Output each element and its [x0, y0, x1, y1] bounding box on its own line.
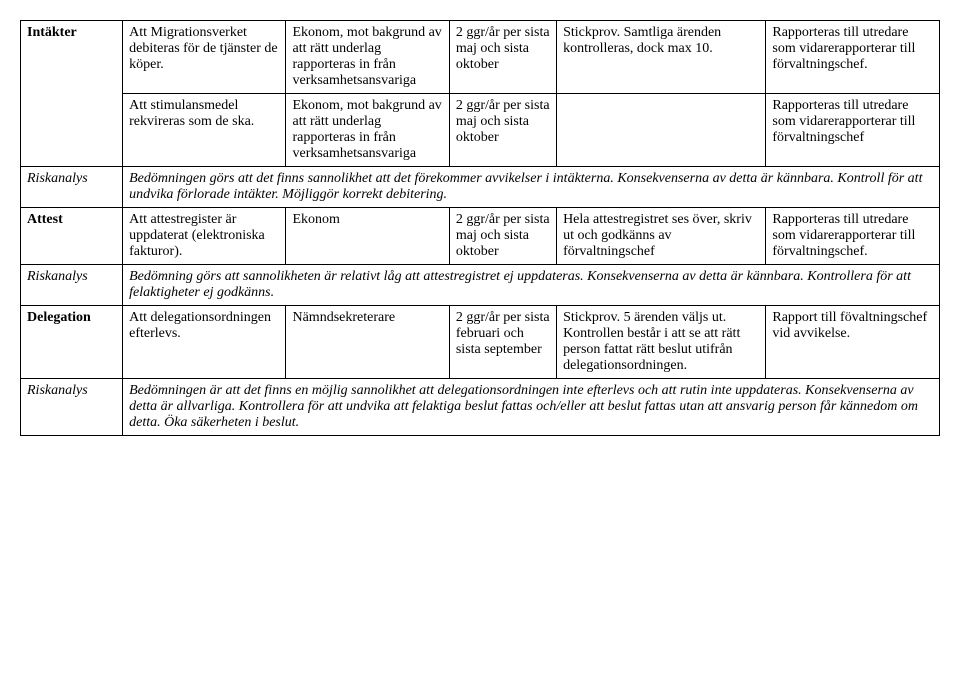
cell — [557, 94, 766, 167]
table-row: Delegation Att delegationsordningen efte… — [21, 306, 940, 379]
cell: Att attestregister är uppdaterat (elektr… — [123, 208, 286, 265]
riskanalys-text: Bedömningen är att det finns en möjlig s… — [123, 379, 940, 436]
row-label-intakter: Intäkter — [21, 21, 123, 167]
cell: Ekonom, mot bakgrund av att rätt underla… — [286, 21, 449, 94]
cell: Att stimulansmedel rekvireras som de ska… — [123, 94, 286, 167]
cell: Ekonom — [286, 208, 449, 265]
riskanalys-text: Bedömning görs att sannolikheten är rela… — [123, 265, 940, 306]
cell: Nämndsekreterare — [286, 306, 449, 379]
cell: Stickprov. 5 ärenden väljs ut. Kontrolle… — [557, 306, 766, 379]
table-row: Riskanalys Bedömning görs att sannolikhe… — [21, 265, 940, 306]
row-label-attest: Attest — [21, 208, 123, 265]
cell: Rapporteras till utredare som vidarerapp… — [766, 21, 940, 94]
row-label-riskanalys: Riskanalys — [21, 265, 123, 306]
cell: Ekonom, mot bakgrund av att rätt underla… — [286, 94, 449, 167]
row-label-riskanalys: Riskanalys — [21, 167, 123, 208]
cell: 2 ggr/år per sista maj och sista oktober — [449, 94, 556, 167]
table-row: Intäkter Att Migrationsverket debiteras … — [21, 21, 940, 94]
table-row: Attest Att attestregister är uppdaterat … — [21, 208, 940, 265]
cell: 2 ggr/år per sista maj och sista oktober — [449, 21, 556, 94]
cell: Rapporteras till utredare som vidarerapp… — [766, 208, 940, 265]
row-label-delegation: Delegation — [21, 306, 123, 379]
table-row: Riskanalys Bedömningen är att det finns … — [21, 379, 940, 436]
cell: Att Migrationsverket debiteras för de tj… — [123, 21, 286, 94]
table-row: Riskanalys Bedömningen görs att det finn… — [21, 167, 940, 208]
cell: 2 ggr/år per sista februari och sista se… — [449, 306, 556, 379]
control-plan-table: Intäkter Att Migrationsverket debiteras … — [20, 20, 940, 436]
cell: Stickprov. Samtliga ärenden kontrolleras… — [557, 21, 766, 94]
riskanalys-text: Bedömningen görs att det finns sannolikh… — [123, 167, 940, 208]
cell: Att delegationsordningen efterlevs. — [123, 306, 286, 379]
cell: Rapport till fövaltningschef vid avvikel… — [766, 306, 940, 379]
cell: Rapporteras till utredare som vidarerapp… — [766, 94, 940, 167]
table-row: Att stimulansmedel rekvireras som de ska… — [21, 94, 940, 167]
cell: 2 ggr/år per sista maj och sista oktober — [449, 208, 556, 265]
cell: Hela attestregistret ses över, skriv ut … — [557, 208, 766, 265]
row-label-riskanalys: Riskanalys — [21, 379, 123, 436]
